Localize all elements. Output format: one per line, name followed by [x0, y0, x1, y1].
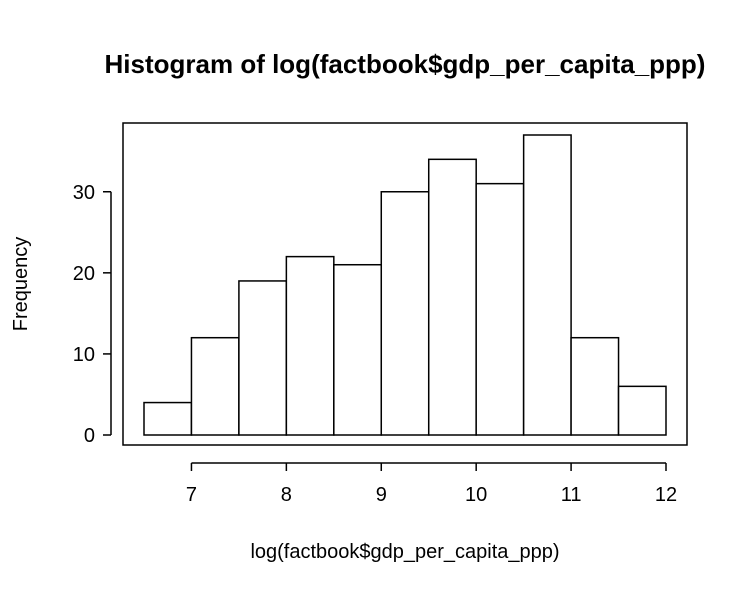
histogram-bar-0: [143, 401, 193, 436]
chart-title: Histogram of log(factbook$gdp_per_capita…: [105, 49, 706, 79]
x-tick-label: 8: [281, 484, 292, 506]
histogram-bar-4: [333, 263, 383, 436]
histogram-bar-1: [190, 336, 240, 436]
x-axis-ticks: 7 8 9 10 11 12: [186, 463, 677, 506]
histogram-bar-3: [285, 255, 335, 436]
histogram-bar-7: [475, 182, 525, 436]
histogram-bar-2: [238, 280, 288, 436]
y-tick-label: 20: [73, 263, 95, 285]
histogram-bar-9: [570, 336, 620, 436]
histogram-bar-8: [522, 134, 572, 436]
x-tick-label: 12: [655, 484, 677, 506]
x-tick-label: 7: [186, 484, 197, 506]
x-tick-label: 10: [465, 484, 487, 506]
y-axis-ticks: 0 10 20 30: [73, 182, 111, 447]
x-tick-label: 11: [561, 484, 582, 506]
histogram-bar-6: [427, 158, 477, 436]
bars-group: [143, 134, 667, 436]
plot-area-border: [122, 122, 688, 446]
x-axis-label: log(factbook$gdp_per_capita_ppp): [250, 541, 559, 563]
y-axis-label: Frequency: [10, 237, 32, 332]
y-tick-label: 0: [84, 425, 95, 447]
histogram-bar-10: [617, 385, 667, 436]
y-tick-label: 10: [73, 344, 95, 366]
y-tick-label: 30: [73, 182, 95, 204]
x-tick-label: 9: [376, 484, 387, 506]
histogram-bar-5: [380, 191, 430, 436]
